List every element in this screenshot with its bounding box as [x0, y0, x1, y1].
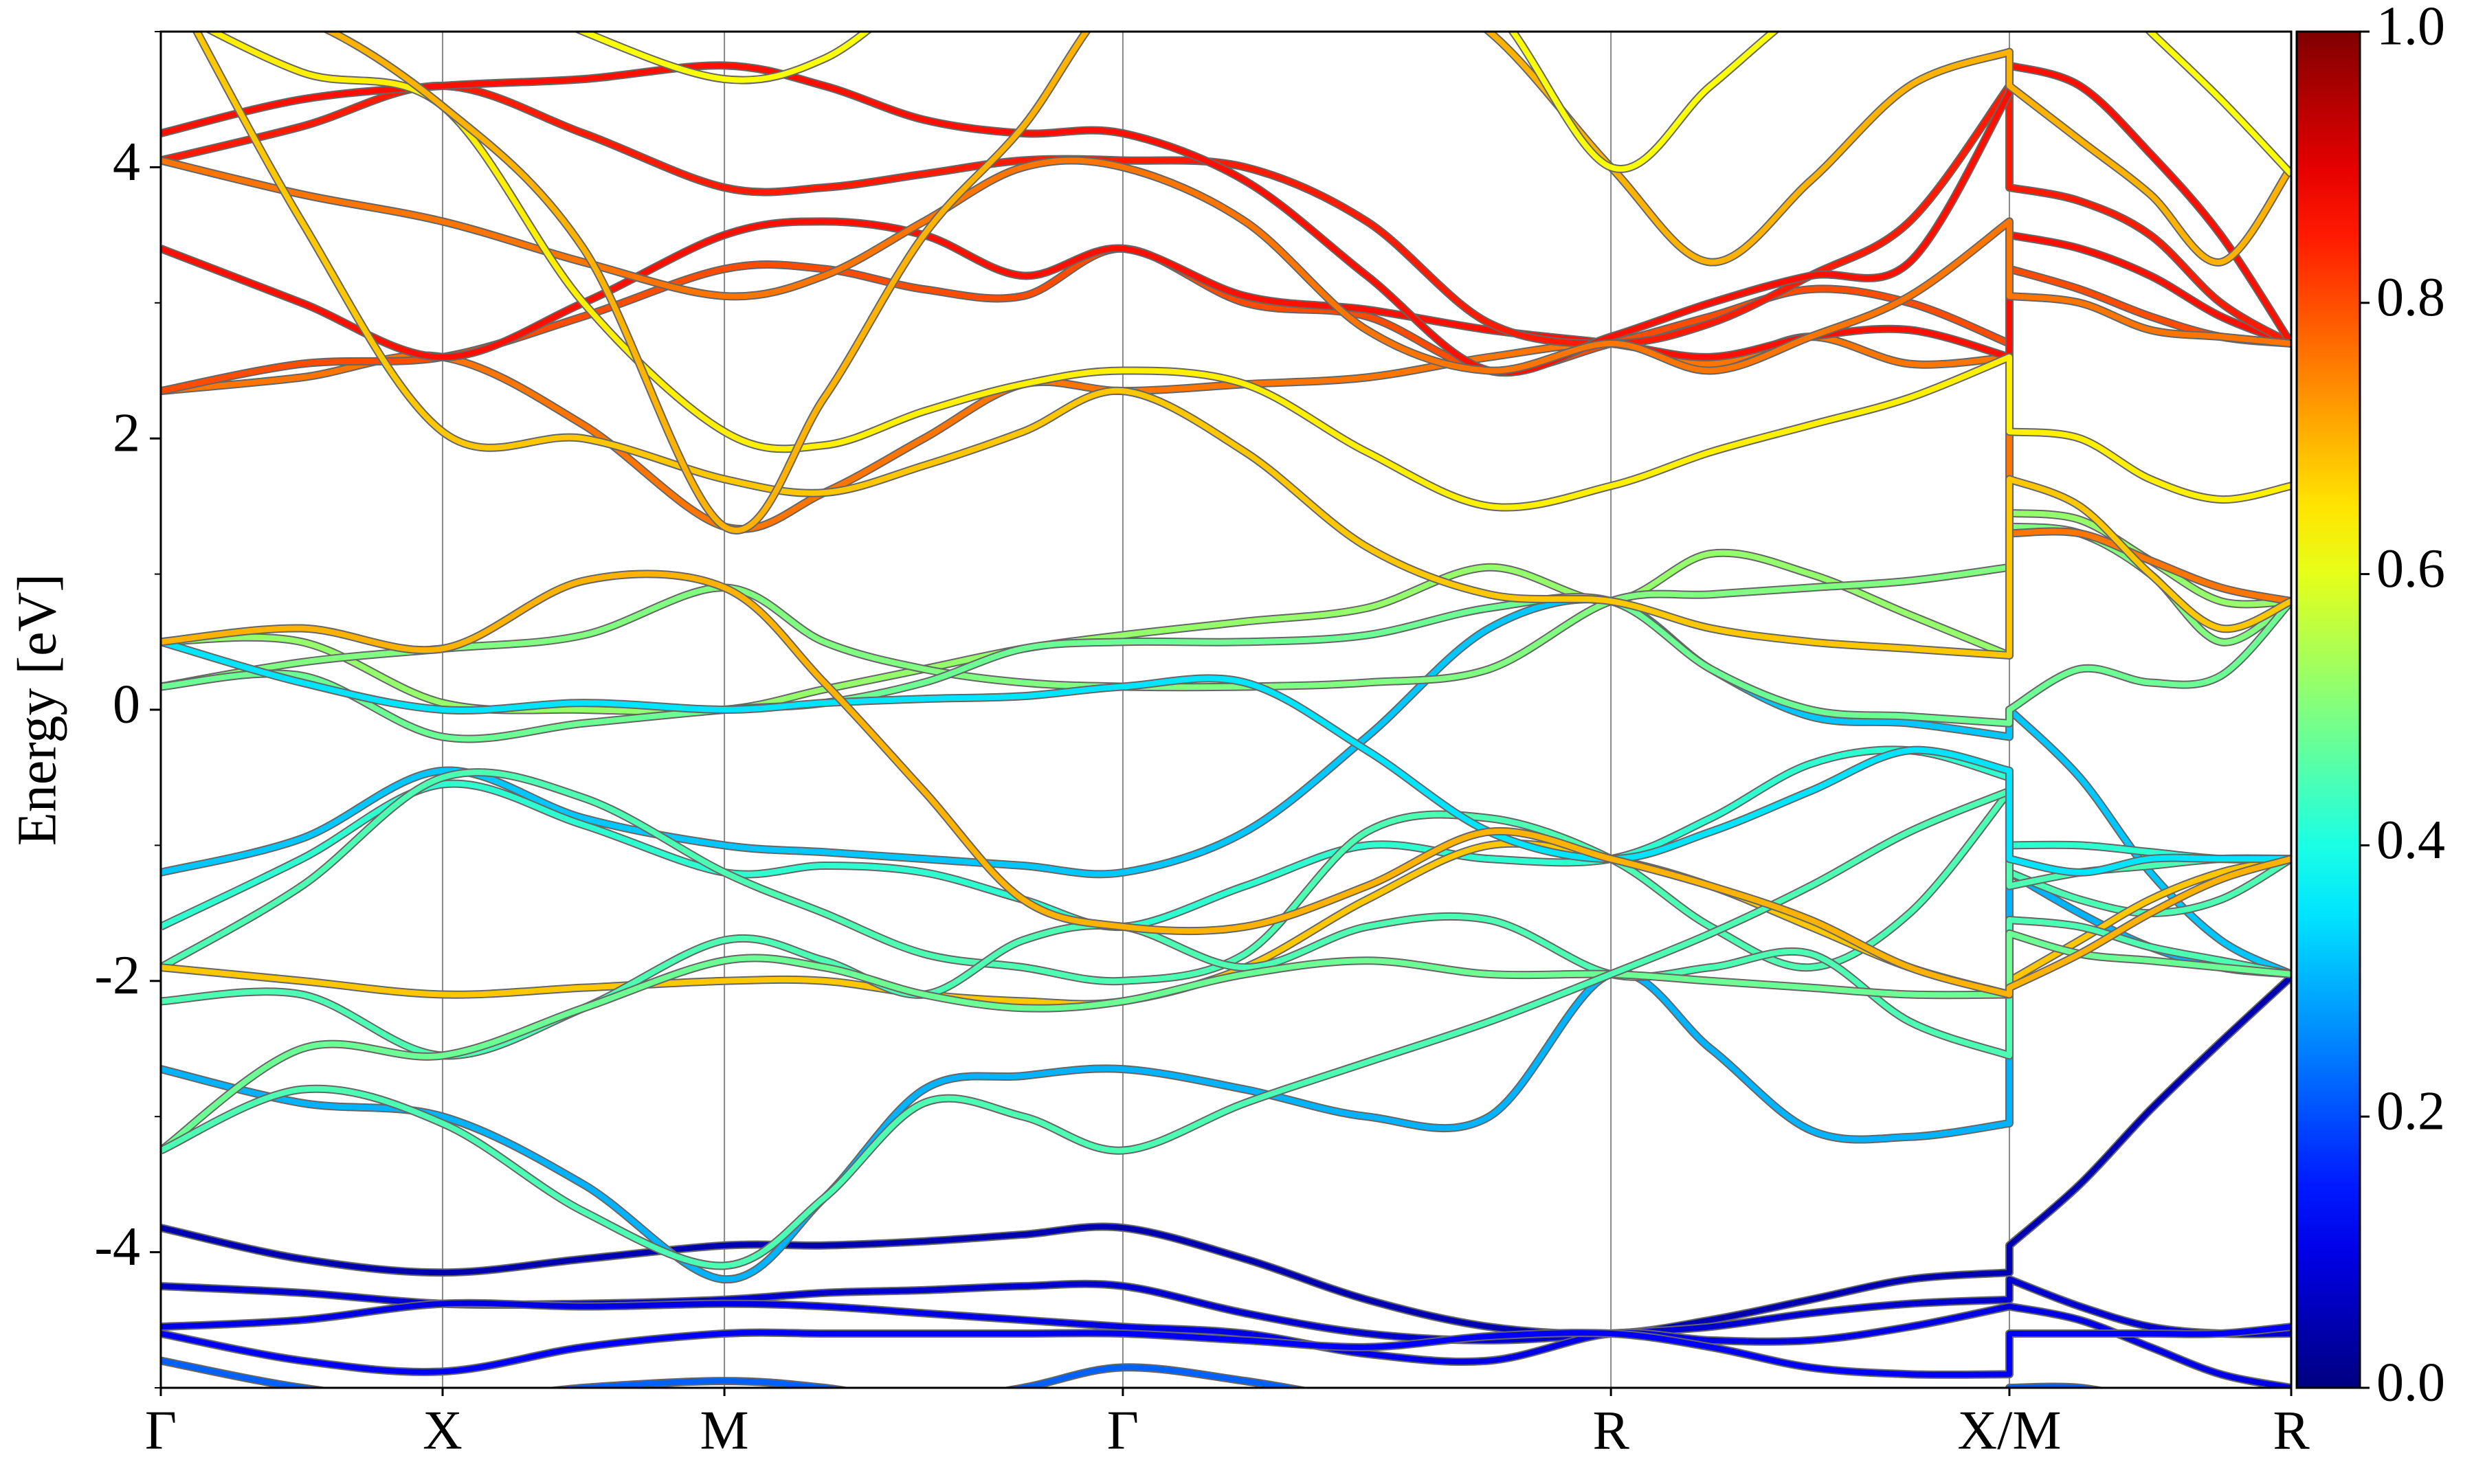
- colorbar-tick-label: 0.0: [2376, 1352, 2445, 1413]
- band-outline: [161, 156, 2291, 375]
- x-tick-label: Γ: [145, 1400, 177, 1461]
- band-outline: [161, 974, 2291, 1338]
- band: [161, 157, 2291, 374]
- y-axis-label: Energy [eV]: [7, 574, 67, 846]
- band-outline: [161, 522, 2291, 692]
- band: [325, 32, 2291, 533]
- band: [161, 594, 2291, 742]
- band: [161, 63, 2291, 376]
- band: [161, 82, 2291, 347]
- band: [161, 869, 2291, 1283]
- band-outline: [161, 787, 2291, 1270]
- band: [207, 32, 2291, 510]
- y-tick-label: -2: [94, 945, 140, 1006]
- x-tick-label: M: [700, 1400, 749, 1461]
- band: [161, 524, 2291, 690]
- colorbar-tick-label: 0.4: [2376, 810, 2445, 870]
- colorbar-tick-label: 0.8: [2376, 267, 2445, 328]
- x-tick-label: Γ: [1107, 1400, 1139, 1461]
- colorbar-tick-label: 0.2: [2376, 1081, 2445, 1142]
- x-tick-label: R: [2273, 1400, 2310, 1461]
- band-outline: [161, 868, 2291, 1284]
- y-tick-label: 0: [113, 674, 140, 734]
- band-layer: [161, 32, 2291, 1388]
- plot-frame: [159, 30, 2293, 1389]
- axis-layer: Γ X M Γ R X/M R -4 -2 0 2 4 0.0 0.2 0.4 0.6 0.8 1.0: [94, 0, 2445, 1461]
- band: [161, 974, 2291, 1337]
- colorbar: [2295, 30, 2361, 1389]
- x-tick-label: X: [423, 1400, 463, 1461]
- colorbar-tick-label: 0.6: [2376, 539, 2445, 599]
- band: [161, 930, 2291, 1153]
- band: [161, 1324, 2291, 1378]
- colorbar-tick-label: 1.0: [2376, 0, 2445, 56]
- band: [161, 596, 2291, 977]
- band: [161, 571, 2291, 998]
- band-outline: [161, 593, 2291, 743]
- y-tick-label: 4: [113, 132, 140, 192]
- band: [194, 32, 2291, 659]
- band: [161, 788, 2291, 1269]
- y-tick-label: 2: [113, 403, 140, 464]
- band-outline: [161, 81, 2291, 348]
- band: [161, 639, 2291, 875]
- x-tick-label: X/M: [1957, 1400, 2061, 1461]
- x-tick-label: R: [1592, 1400, 1629, 1461]
- band: [161, 218, 2291, 360]
- y-tick-label: -4: [94, 1217, 140, 1277]
